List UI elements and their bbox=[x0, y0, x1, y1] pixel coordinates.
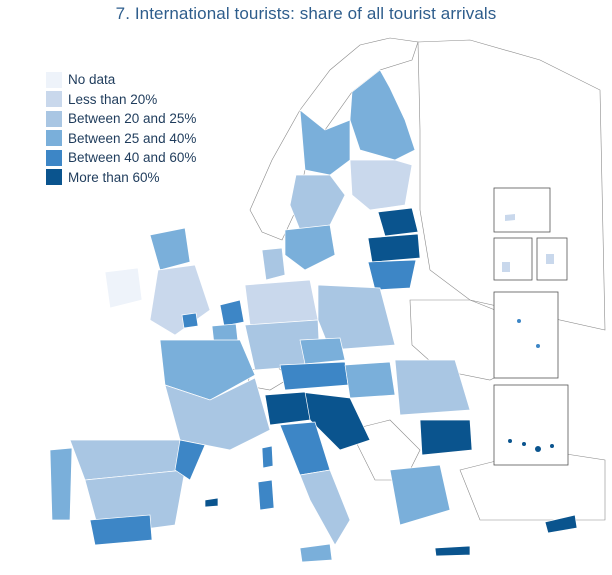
region-uk-england bbox=[149, 264, 211, 336]
legend-item-no-data: No data bbox=[46, 70, 196, 90]
legend-label: Between 40 and 60% bbox=[68, 150, 197, 166]
region-sweden-middle bbox=[289, 174, 346, 231]
region-uk-london bbox=[181, 312, 199, 329]
region-corsica bbox=[261, 445, 274, 469]
region-sicily bbox=[299, 543, 333, 563]
legend-swatch bbox=[46, 169, 62, 186]
region-germany-north bbox=[244, 279, 319, 326]
legend-label: Between 20 and 25% bbox=[68, 111, 197, 127]
region-italy-south bbox=[299, 469, 351, 546]
inset-4-island-a bbox=[517, 319, 521, 323]
legend-item-20-25: Between 20 and 25% bbox=[46, 109, 196, 129]
inset-box-5 bbox=[493, 384, 569, 466]
region-finland-north bbox=[349, 69, 416, 161]
inset-5-island-a bbox=[508, 439, 512, 443]
inset-1-island bbox=[505, 214, 515, 221]
russia-outline bbox=[417, 39, 606, 331]
region-ireland bbox=[104, 267, 143, 309]
map-legend: No data Less than 20% Between 20 and 25%… bbox=[46, 70, 196, 187]
region-netherlands bbox=[219, 299, 245, 327]
inset-5-island-d bbox=[550, 444, 554, 448]
region-sweden-north bbox=[299, 109, 351, 176]
map-title: 7. International tourists: share of all … bbox=[115, 4, 497, 23]
region-catalonia bbox=[174, 439, 206, 481]
inset-3-island bbox=[546, 254, 554, 264]
legend-swatch bbox=[46, 149, 62, 166]
inset-box-1 bbox=[493, 187, 551, 233]
region-denmark bbox=[261, 247, 286, 281]
region-crete bbox=[434, 545, 471, 557]
region-cyprus bbox=[544, 514, 578, 534]
legend-label: Between 25 and 40% bbox=[68, 130, 197, 146]
region-sweden-south bbox=[284, 224, 336, 271]
inset-5-island-b bbox=[522, 442, 526, 446]
inset-maps bbox=[493, 187, 569, 466]
region-balearics bbox=[204, 497, 219, 508]
region-portugal bbox=[49, 447, 73, 521]
region-sardinia bbox=[257, 479, 275, 511]
legend-item-40-60: Between 40 and 60% bbox=[46, 148, 196, 168]
region-austria bbox=[279, 361, 349, 391]
region-poland bbox=[317, 284, 396, 351]
legend-label: No data bbox=[68, 72, 116, 88]
region-andalucia bbox=[89, 514, 153, 546]
region-lithuania bbox=[367, 259, 417, 291]
legend-label: Less than 20% bbox=[68, 91, 158, 107]
region-bulgaria bbox=[419, 419, 473, 456]
legend-item-more-than-60: More than 60% bbox=[46, 168, 196, 188]
region-latvia bbox=[367, 233, 421, 263]
legend-swatch bbox=[46, 110, 62, 127]
inset-4-island-b bbox=[536, 344, 540, 348]
inset-2-island bbox=[502, 262, 510, 272]
eu-regions bbox=[49, 69, 578, 563]
region-uk-scotland bbox=[149, 227, 191, 271]
inset-5-island-c bbox=[535, 446, 541, 452]
region-czechia bbox=[299, 337, 346, 365]
region-greece bbox=[389, 464, 451, 526]
legend-swatch bbox=[46, 91, 62, 108]
legend-swatch bbox=[46, 71, 62, 88]
region-finland-south bbox=[349, 159, 413, 211]
region-romania bbox=[394, 359, 471, 416]
inset-box-2 bbox=[493, 237, 533, 281]
norway-outline bbox=[249, 37, 419, 241]
region-estonia bbox=[377, 207, 419, 237]
europe-choropleth-map bbox=[49, 37, 606, 563]
region-france-north bbox=[159, 339, 256, 401]
inset-box-4 bbox=[493, 291, 559, 379]
region-hungary bbox=[344, 361, 396, 399]
legend-swatch bbox=[46, 130, 62, 147]
region-italy-north bbox=[264, 391, 311, 426]
legend-item-less-than-20: Less than 20% bbox=[46, 90, 196, 110]
legend-item-25-40: Between 25 and 40% bbox=[46, 129, 196, 149]
legend-label: More than 60% bbox=[68, 169, 160, 185]
